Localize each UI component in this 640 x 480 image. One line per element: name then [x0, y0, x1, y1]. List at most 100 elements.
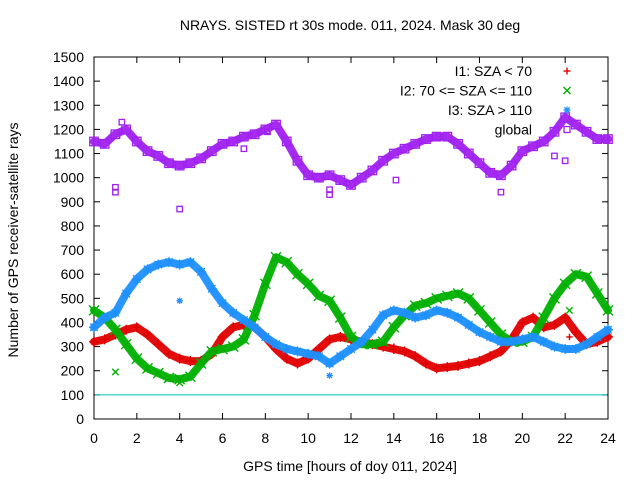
data-point	[367, 165, 378, 176]
data-point	[302, 278, 314, 290]
marker-d2	[420, 297, 432, 309]
y-tick-label: 1000	[53, 170, 84, 186]
data-point	[570, 119, 581, 130]
data-point	[528, 312, 539, 323]
data-point	[560, 112, 571, 123]
data-point	[217, 343, 228, 355]
legend-marker	[563, 86, 571, 95]
data-point	[485, 331, 496, 342]
data-point	[591, 288, 603, 300]
marker-d2	[345, 331, 357, 343]
marker-d2	[100, 313, 109, 322]
marker-d2	[602, 304, 614, 316]
data-point	[463, 358, 474, 369]
outlier-point	[551, 152, 558, 160]
marker-d2	[131, 353, 143, 365]
x-tick-label: 18	[472, 430, 488, 446]
marker-d2	[303, 349, 313, 359]
data-point	[249, 309, 261, 321]
data-point	[334, 312, 346, 324]
marker-d2	[581, 271, 593, 283]
x-tick-label: 14	[386, 430, 402, 446]
marker-d2	[485, 332, 495, 342]
outlier-point	[390, 343, 398, 350]
data-point	[346, 344, 356, 355]
outlier-point	[566, 333, 573, 341]
data-point	[228, 322, 239, 333]
y-tick-label: 200	[61, 363, 85, 379]
data-point	[549, 319, 560, 330]
x-tick-label: 20	[515, 430, 531, 446]
marker-d2	[302, 278, 314, 290]
x-tick-label: 24	[600, 430, 616, 446]
marker-d2	[334, 312, 346, 324]
y-tick-label: 300	[61, 339, 85, 355]
data-point	[174, 353, 185, 364]
outlier-point	[112, 183, 119, 191]
data-point	[474, 304, 485, 316]
data-point	[121, 324, 132, 335]
marker-d2	[120, 338, 132, 350]
data-point	[431, 292, 443, 304]
data-point	[131, 353, 143, 365]
data-point	[453, 360, 464, 371]
data-point	[313, 290, 325, 302]
data-point	[431, 131, 442, 142]
marker-d2	[539, 337, 548, 346]
data-point	[570, 327, 581, 338]
data-point	[185, 356, 196, 367]
data-point	[174, 160, 185, 171]
data-point	[142, 362, 154, 374]
data-point	[603, 324, 613, 335]
data-point	[206, 345, 218, 357]
x-tick-label: 10	[300, 430, 316, 446]
marker-d2	[121, 289, 131, 298]
y-tick-label: 900	[61, 194, 85, 210]
marker-d2	[228, 308, 238, 318]
legend-marker	[563, 125, 571, 134]
data-point	[152, 367, 164, 379]
x-tick-label: 4	[176, 430, 184, 446]
data-point	[485, 167, 496, 178]
data-point	[227, 341, 239, 353]
data-point	[121, 288, 132, 299]
data-point	[496, 170, 506, 181]
legend-label: global	[495, 122, 532, 138]
data-point	[239, 131, 249, 142]
data-point	[260, 331, 271, 342]
marker-d2	[453, 313, 463, 322]
marker-d2	[164, 257, 174, 267]
series-global	[89, 112, 613, 213]
marker-d2	[218, 298, 227, 308]
marker-d2	[313, 290, 325, 302]
marker-d2	[132, 274, 142, 284]
data-point	[549, 341, 560, 352]
x-axis-label: GPS time [hours of doy 011, 2024]	[243, 458, 457, 474]
data-point	[367, 324, 378, 335]
data-point	[474, 158, 485, 169]
marker-d2	[582, 339, 591, 349]
legend-label: I1: SZA < 70	[455, 63, 533, 79]
data-point	[131, 322, 142, 333]
marker-d2	[293, 347, 302, 356]
marker-d2	[291, 268, 303, 280]
data-point	[164, 158, 174, 169]
data-point	[442, 307, 453, 318]
marker-d2	[346, 344, 356, 354]
data-point	[528, 331, 539, 342]
data-point	[163, 257, 174, 268]
marker-d2	[443, 308, 452, 318]
marker-d2	[195, 357, 207, 369]
data-point	[399, 307, 410, 318]
data-point	[249, 322, 260, 333]
data-point	[378, 310, 389, 321]
data-point	[142, 264, 153, 275]
data-point	[228, 307, 239, 318]
data-point	[420, 297, 432, 309]
marker-d2	[563, 86, 571, 95]
marker-d2	[109, 324, 121, 336]
data-point	[99, 138, 110, 149]
data-point	[121, 124, 132, 135]
marker-d2	[259, 278, 271, 290]
